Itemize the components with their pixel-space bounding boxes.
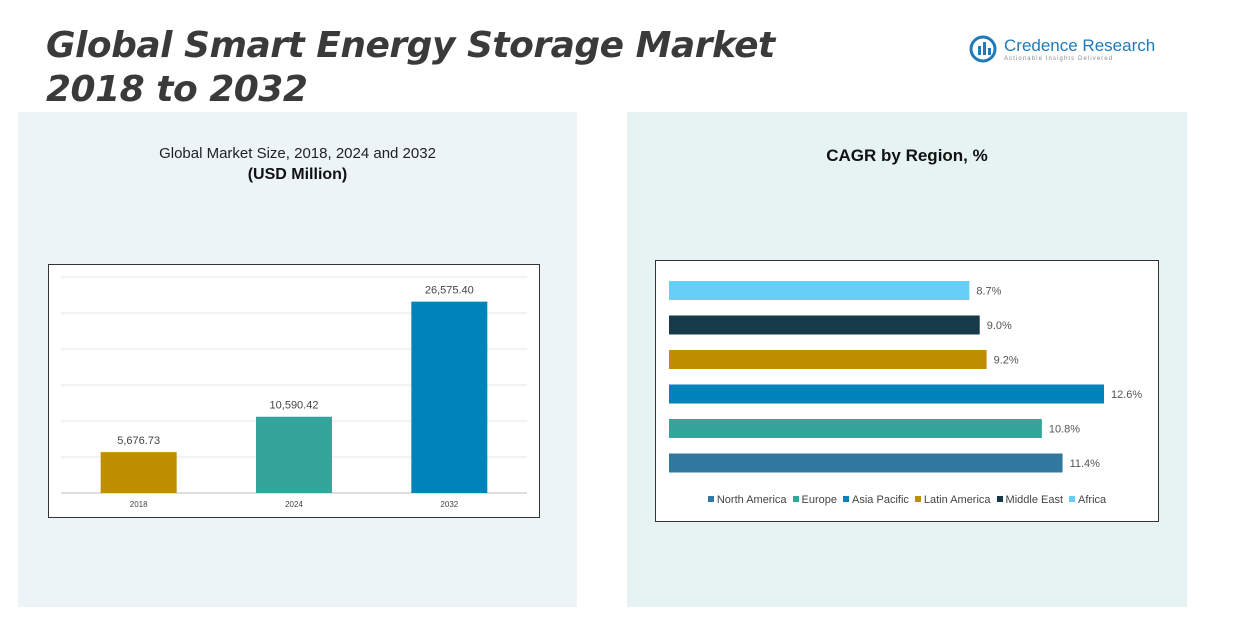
legend-swatch — [843, 496, 850, 502]
legend-item: Middle East — [996, 494, 1064, 506]
legend-label: Asia Pacific — [852, 494, 909, 506]
cagr-chart-title: CAGR by Region, % — [826, 146, 988, 165]
legend-swatch — [707, 496, 714, 502]
x-tick-label: 2018 — [130, 500, 148, 509]
logo-tagline: Actionable Insights Delivered — [1004, 56, 1114, 62]
bar-2018 — [100, 452, 177, 493]
bar-latin-america — [669, 350, 987, 369]
bar-2032 — [411, 301, 488, 493]
legend-swatch — [914, 496, 921, 502]
legend-swatch — [1069, 496, 1076, 502]
data-label: 9.2% — [994, 355, 1019, 367]
cagr-chart-svg: 8.7% 9.0% 9.2% 12.6% 10.8% 11.4% — [669, 281, 1142, 473]
legend-label: North America — [716, 494, 787, 506]
data-label: 8.7% — [976, 286, 1001, 298]
legend-label: Europe — [801, 494, 838, 506]
legend-label: Latin America — [923, 494, 991, 506]
market-size-panel: Global Market Size, 2018, 2024 and 2032 … — [18, 112, 577, 607]
credence-research-logo[interactable]: Credence Research Actionable Insights De… — [968, 34, 1168, 68]
market-size-chart-unit: (USD Million) — [247, 166, 348, 183]
market-size-chart: 5,676.73 2018 10,590.42 2024 26,575.40 2032 — [48, 264, 540, 518]
x-tick-label: 2032 — [440, 500, 458, 509]
bar-north-america — [669, 453, 1063, 473]
page-title-line2: 2018 to 2032 — [46, 69, 308, 110]
cagr-legend: North America Europe Asia Pacific Latin Ame… — [656, 494, 1158, 506]
cagr-panel: CAGR by Region, % 8.7% 9.0% 9.2% 12.6% 10.8%… — [627, 112, 1187, 607]
legend-label: Africa — [1078, 494, 1107, 506]
bar-africa — [669, 281, 970, 300]
data-label: 5,676.73 — [117, 435, 160, 447]
legend-item: North America — [707, 494, 787, 506]
bar-2024 — [256, 416, 332, 493]
market-size-chart-title: Global Market Size, 2018, 2024 and 2032 — [159, 145, 436, 162]
data-label: 10.8% — [1049, 424, 1080, 436]
cagr-chart: 8.7% 9.0% 9.2% 12.6% 10.8% 11.4% North Americ… — [655, 260, 1159, 522]
x-tick-label: 2024 — [285, 500, 303, 509]
market-size-chart-svg: 5,676.73 2018 10,590.42 2024 26,575.40 2032 — [61, 276, 527, 509]
bar-middle-east — [669, 315, 980, 335]
legend-item: Latin America — [914, 494, 991, 506]
legend-swatch — [792, 496, 799, 502]
data-label: 10,590.42 — [270, 400, 319, 412]
logo-name: Credence Research — [1004, 36, 1156, 55]
legend-item: Asia Pacific — [843, 494, 909, 506]
page-title: Global Smart Energy Storage Market 2018 … — [46, 24, 775, 112]
legend-label: Middle East — [1005, 494, 1064, 506]
bar-europe — [669, 419, 1042, 438]
page-title-line1: Global Smart Energy Storage Market — [46, 25, 775, 66]
logo-icon — [969, 35, 997, 63]
data-label: 9.0% — [987, 320, 1012, 332]
data-label: 11.4% — [1070, 458, 1101, 470]
bar-asia-pacific — [669, 384, 1104, 404]
data-label: 12.6% — [1111, 389, 1142, 401]
data-label: 26,575.40 — [425, 285, 474, 297]
legend-item: Africa — [1069, 494, 1106, 506]
legend-item: Europe — [792, 494, 838, 506]
legend-swatch — [996, 496, 1003, 502]
